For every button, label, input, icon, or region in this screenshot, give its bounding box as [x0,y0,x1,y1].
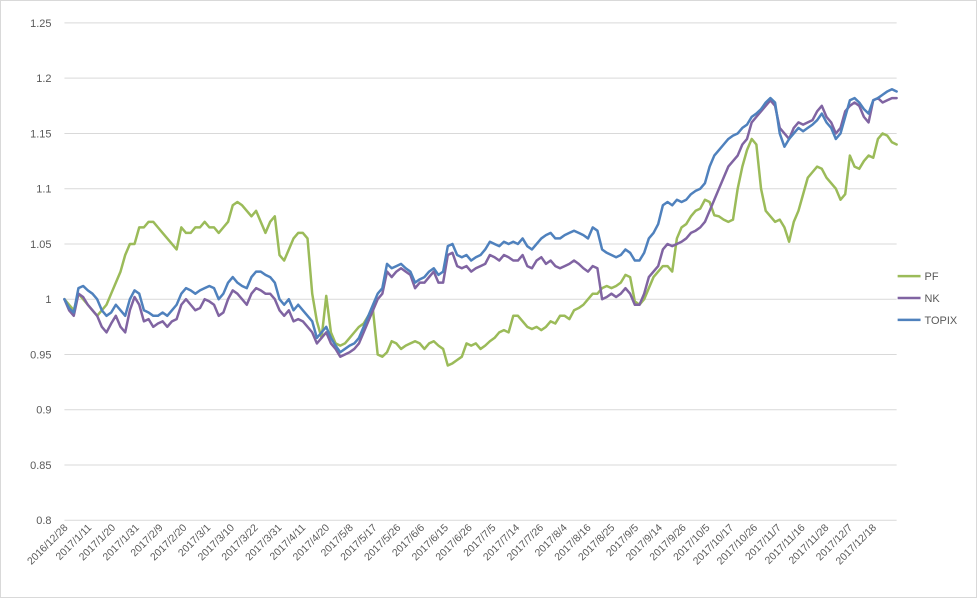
y-tick-label: 0.85 [30,460,51,472]
legend: PF NK TOPIX [897,271,958,327]
series-line-topix [63,87,898,354]
series-line-nk [63,96,898,358]
y-tick-label: 0.9 [36,405,51,417]
legend-label-pf: PF [925,271,939,283]
series-line-pf [63,132,898,367]
y-tick-label: 1.05 [30,239,51,251]
y-tick-label: 0.8 [36,515,51,527]
y-tick-label: 1.25 [30,18,51,30]
x-axis-tick-labels: 2016/12/282017/1/112017/1/202017/1/31201… [26,522,879,567]
series-lines [63,87,898,367]
legend-label-nk: NK [925,293,941,305]
legend-label-topix: TOPIX [925,315,958,327]
y-tick-label: 1.2 [36,73,51,85]
y-axis-tick-labels: 0.8 0.85 0.9 0.95 1 1.05 1.1 1.15 1.2 1.25 [30,18,51,527]
y-tick-label: 1.15 [30,128,51,140]
gridlines [64,22,897,521]
y-tick-label: 1.1 [36,184,51,196]
y-tick-label: 0.95 [30,349,51,361]
y-tick-label: 1 [45,294,51,306]
